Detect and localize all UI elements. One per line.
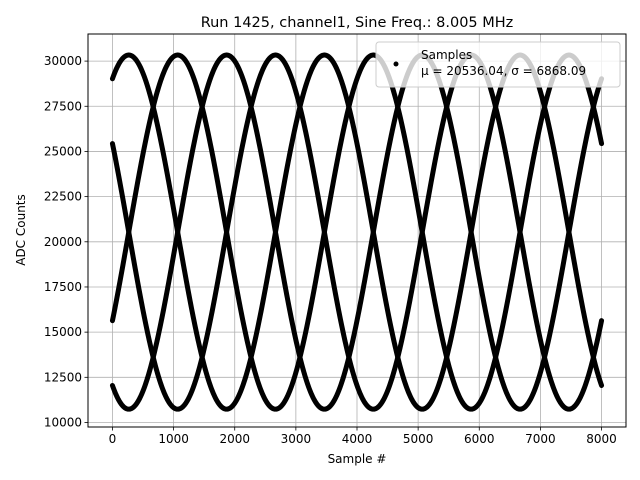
- x-tick-label: 4000: [342, 432, 373, 446]
- y-tick-label: 10000: [44, 415, 82, 429]
- x-tick-label: 5000: [403, 432, 434, 446]
- y-axis-label: ADC Counts: [14, 194, 28, 266]
- legend-series-label: Samples: [421, 48, 472, 62]
- legend: Samples μ = 20536.04, σ = 6868.09: [375, 41, 621, 88]
- sample-trace: [109, 52, 605, 412]
- x-tick-label: 6000: [464, 432, 495, 446]
- x-tick-label: 0: [109, 432, 117, 446]
- x-axis-ticks: 0 1000 2000 3000 4000 5000 6000 7000 8000: [109, 427, 617, 446]
- y-tick-label: 15000: [44, 325, 82, 339]
- y-tick-label: 27500: [44, 99, 82, 113]
- x-tick-label: 1000: [158, 432, 189, 446]
- grid: [88, 34, 626, 427]
- y-tick-label: 17500: [44, 280, 82, 294]
- legend-marker: [393, 61, 399, 67]
- legend-box: [375, 41, 621, 88]
- y-axis-ticks: 10000 12500 15000 17500 20000 22500 25000 27500…: [44, 54, 88, 429]
- y-tick-label: 30000: [44, 54, 82, 68]
- sample-trace: [109, 52, 605, 412]
- x-tick-label: 2000: [219, 432, 250, 446]
- x-tick-label: 8000: [586, 432, 617, 446]
- chart-title: Run 1425, channel1, Sine Freq.: 8.005 MH…: [201, 15, 514, 31]
- legend-stats-label: μ = 20536.04, σ = 6868.09: [421, 64, 586, 78]
- y-tick-label: 22500: [44, 190, 82, 204]
- x-tick-label: 7000: [525, 432, 556, 446]
- y-tick-label: 20000: [44, 235, 82, 249]
- y-tick-label: 12500: [44, 370, 82, 384]
- x-tick-label: 3000: [281, 432, 312, 446]
- x-axis-label: Sample #: [328, 452, 387, 466]
- y-tick-label: 25000: [44, 144, 82, 158]
